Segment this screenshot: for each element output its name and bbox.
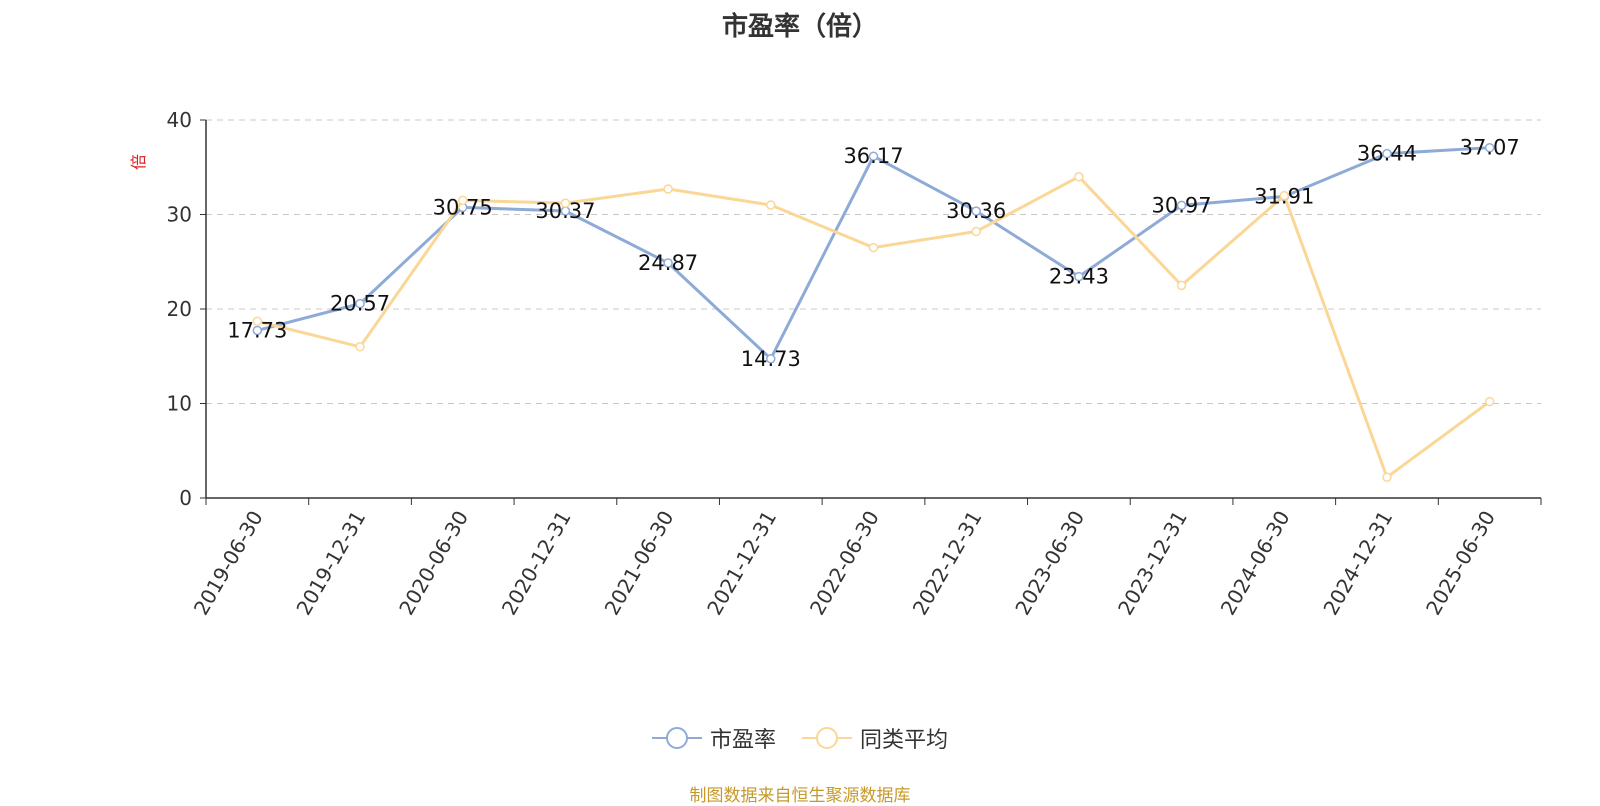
series-2-point bbox=[355, 342, 365, 352]
y-tick-label: 30 bbox=[167, 203, 192, 227]
data-label: 20.57 bbox=[330, 292, 390, 316]
series-2-point bbox=[971, 226, 981, 237]
data-label: 17.73 bbox=[227, 318, 287, 342]
data-label: 30.97 bbox=[1152, 193, 1212, 217]
data-label: 30.36 bbox=[946, 199, 1006, 223]
data-label: 30.75 bbox=[433, 195, 493, 219]
series-1-point bbox=[868, 151, 879, 161]
x-tick-label: 2019-12-31 bbox=[291, 507, 370, 620]
x-tick-label: 2024-12-31 bbox=[1318, 507, 1397, 620]
series-2-point bbox=[560, 198, 571, 208]
series-2-point bbox=[252, 316, 263, 327]
series-2-point bbox=[1279, 190, 1290, 201]
data-label: 36.44 bbox=[1357, 142, 1417, 166]
legend-label-series-2: 同类平均 bbox=[860, 728, 949, 753]
series-1-point bbox=[1176, 200, 1187, 211]
data-label: 24.87 bbox=[638, 251, 698, 275]
grid-lines bbox=[206, 119, 1541, 404]
chart-title: 市盈率（倍） bbox=[721, 12, 878, 42]
x-tick-label: 2019-06-30 bbox=[189, 507, 268, 620]
axes: 0 10 20 30 40 2019-06-30 2019-12-31 2020-06-30 2… bbox=[167, 108, 1542, 620]
legend-marker-series-1 bbox=[651, 727, 702, 749]
legend: 市盈率 同类平均 bbox=[0, 722, 1600, 754]
legend-item-series-1[interactable]: 市盈率 bbox=[651, 722, 776, 754]
series-layer bbox=[252, 142, 1495, 482]
y-tick-label: 10 bbox=[167, 392, 192, 416]
series-1-point bbox=[663, 258, 673, 268]
y-axis-label: 倍 bbox=[129, 154, 148, 170]
series-line-2 bbox=[256, 175, 1491, 479]
data-label: 36.17 bbox=[843, 144, 903, 168]
series-2-point bbox=[457, 195, 468, 206]
data-labels: 17.73 20.57 30.75 30.37 24.87 14.73 36.17 30.36… bbox=[227, 136, 1519, 371]
data-label: 14.73 bbox=[741, 347, 801, 371]
data-label: 37.07 bbox=[1460, 136, 1520, 160]
series-2-point bbox=[1074, 171, 1084, 182]
x-tick-label: 2021-06-30 bbox=[600, 507, 679, 620]
legend-marker-series-2 bbox=[802, 727, 852, 749]
x-tick-label: 2020-06-30 bbox=[394, 507, 473, 620]
source-note: 制图数据来自恒生聚源数据库 bbox=[689, 786, 911, 806]
data-label: 23.43 bbox=[1049, 265, 1109, 289]
series-1-point bbox=[1484, 142, 1495, 153]
x-tick-label: 2022-06-30 bbox=[805, 507, 884, 620]
x-tick-label: 2024-06-30 bbox=[1216, 507, 1295, 620]
data-label: 30.37 bbox=[535, 199, 595, 223]
y-tick-label: 40 bbox=[167, 108, 192, 132]
legend-label-series-1: 市盈率 bbox=[709, 728, 776, 753]
series-2-point bbox=[1176, 280, 1187, 291]
y-tick-label: 20 bbox=[167, 297, 192, 321]
series-2-point bbox=[1382, 472, 1392, 482]
series-1-point bbox=[355, 298, 365, 309]
data-label: 31.91 bbox=[1254, 184, 1314, 208]
x-tick-label: 2023-12-31 bbox=[1113, 507, 1192, 620]
series-2-point bbox=[663, 184, 673, 194]
series-1-point bbox=[1074, 271, 1084, 282]
series-2-point bbox=[868, 242, 879, 253]
x-tick-label: 2020-12-31 bbox=[497, 507, 576, 620]
legend-item-series-2[interactable]: 同类平均 bbox=[802, 722, 948, 754]
series-1-point bbox=[971, 206, 981, 216]
series-2-point bbox=[766, 200, 776, 210]
y-tick-label: 0 bbox=[179, 486, 192, 510]
x-tick-label: 2022-12-31 bbox=[908, 507, 987, 620]
series-1-point bbox=[252, 325, 263, 336]
series-2-point bbox=[1484, 396, 1495, 407]
x-tick-label: 2023-06-30 bbox=[1010, 507, 1089, 620]
series-1-point bbox=[1382, 148, 1392, 159]
x-tick-label: 2021-12-31 bbox=[702, 507, 781, 620]
x-tick-label: 2025-06-30 bbox=[1421, 507, 1500, 620]
series-1-point bbox=[766, 354, 776, 364]
